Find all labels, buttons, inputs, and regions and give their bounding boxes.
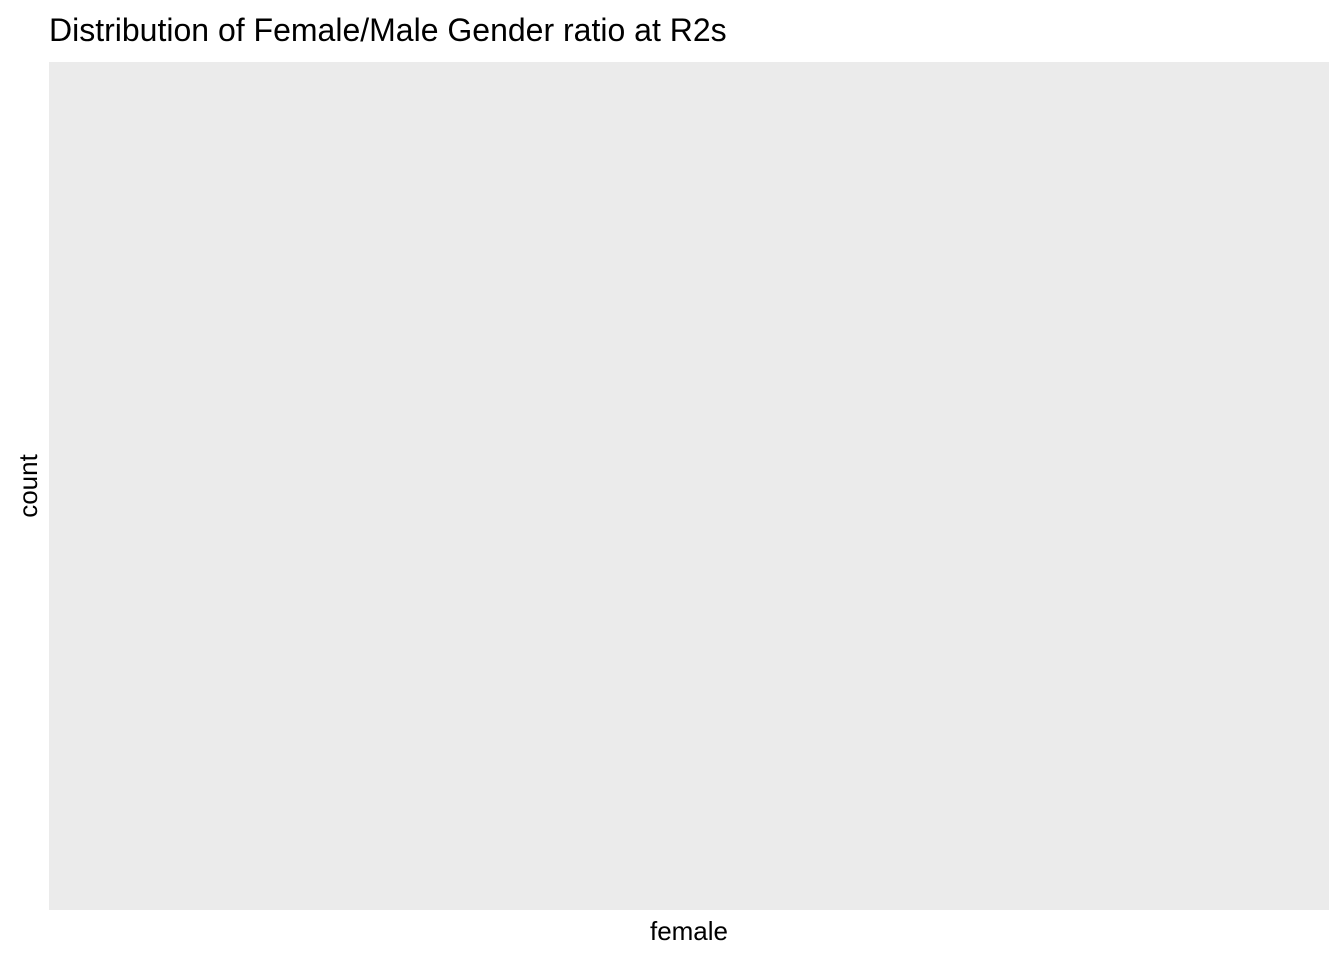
y-axis-label: count	[13, 453, 43, 517]
x-axis-label: female	[650, 916, 728, 946]
chart-title: Distribution of Female/Male Gender ratio…	[49, 12, 727, 48]
plot-panel	[49, 62, 1329, 910]
